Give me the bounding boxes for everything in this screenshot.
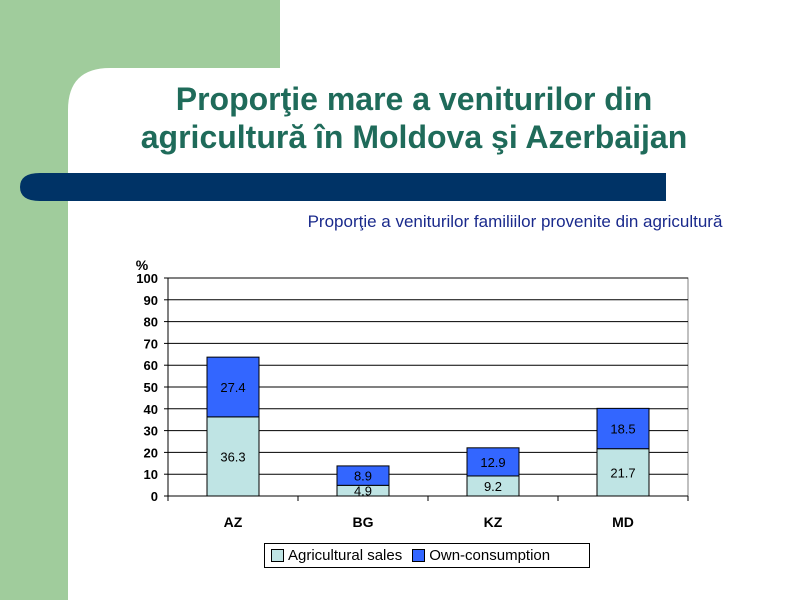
data-label: 36.3 (220, 449, 245, 464)
legend-label-agricultural-sales: Agricultural sales (288, 547, 403, 564)
chart-title: Proporţie a veniturilor familiilor prove… (307, 212, 723, 231)
y-tick-label: 30 (144, 424, 158, 439)
slide-title-line-2: agricultură în Moldova şi Azerbaijan (140, 119, 688, 155)
x-tick-label-bg: BG (353, 514, 374, 530)
y-tick-label: 40 (144, 402, 158, 417)
data-label: 12.9 (480, 455, 505, 470)
x-tick-label-md: MD (612, 514, 634, 530)
x-tick-label-az: AZ (224, 514, 243, 530)
legend-label-own-consumption: Own-consumption (429, 547, 551, 564)
data-label: 18.5 (610, 422, 635, 437)
y-tick-label: 0 (151, 489, 158, 504)
y-axis-label: % (136, 257, 149, 273)
bar-md-own-consumption (596, 407, 650, 450)
data-label: 21.7 (610, 465, 635, 480)
green-corner (68, 68, 110, 110)
data-label: 8.9 (354, 469, 372, 484)
data-label: 27.4 (220, 380, 245, 395)
green-top-panel (68, 0, 280, 68)
y-tick-label: 60 (144, 358, 158, 373)
data-label: 4.9 (354, 484, 372, 499)
bar-az-agricultural-sales (206, 416, 260, 497)
slide-title-line-1: Proporţie mare a veniturilor din (175, 81, 653, 117)
legend-swatch-agricultural-sales (271, 549, 284, 562)
bar-az-own-consumption (206, 356, 260, 418)
y-tick-label: 100 (136, 271, 158, 286)
bar-kz-own-consumption (466, 447, 520, 477)
y-tick-label: 70 (144, 336, 158, 351)
legend-item-agricultural-sales: Agricultural sales (271, 547, 402, 564)
green-side-panel (0, 0, 68, 600)
bar-bg-own-consumption (336, 465, 390, 486)
y-tick-label: 90 (144, 293, 158, 308)
legend-item-own-consumption: Own-consumption (412, 547, 550, 564)
title-underline-bar (20, 173, 666, 201)
y-tick-label: 10 (144, 467, 158, 482)
chart-legend: Agricultural sales Own-consumption (264, 543, 590, 568)
y-tick-label: 50 (144, 380, 158, 395)
x-tick-label-kz: KZ (484, 514, 503, 530)
data-label: 9.2 (484, 479, 502, 494)
legend-swatch-own-consumption (412, 549, 426, 562)
y-tick-label: 20 (144, 445, 158, 460)
y-tick-label: 80 (144, 315, 158, 330)
